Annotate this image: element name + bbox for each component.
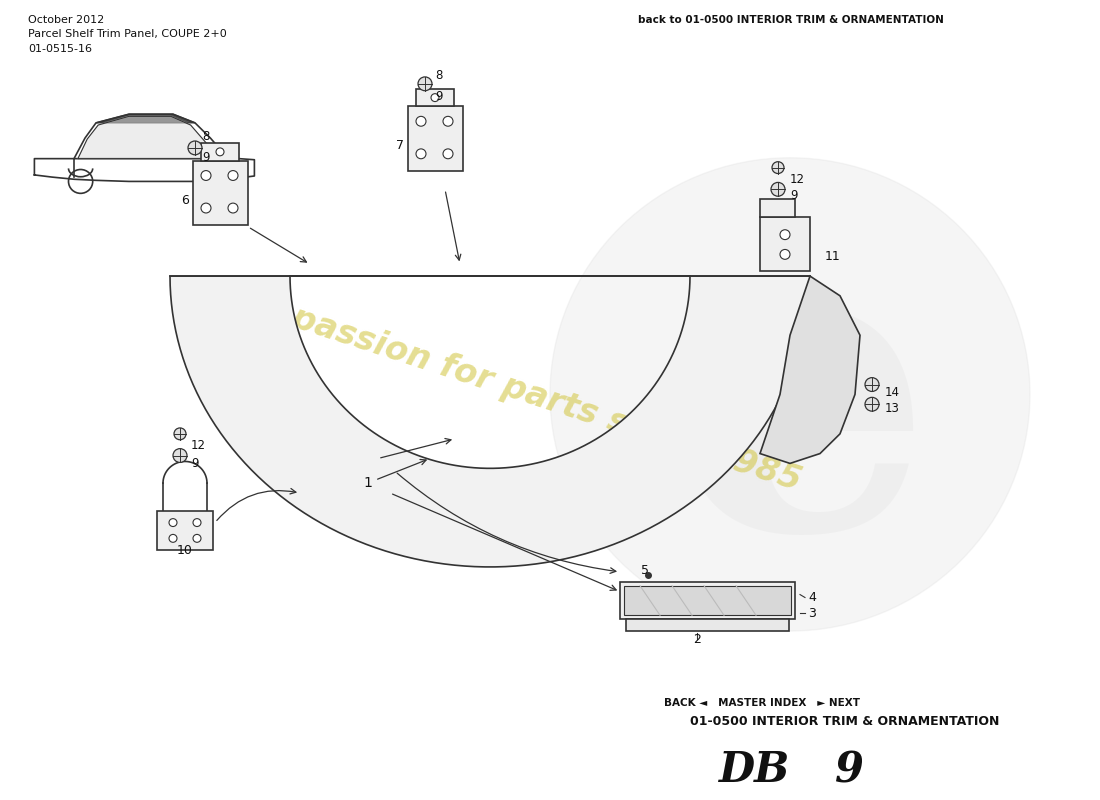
Text: 9: 9 <box>790 189 798 202</box>
Circle shape <box>416 116 426 126</box>
Text: 01-0515-16: 01-0515-16 <box>28 44 92 54</box>
Circle shape <box>772 162 784 174</box>
Circle shape <box>228 170 238 181</box>
Text: DB: DB <box>718 750 790 791</box>
FancyBboxPatch shape <box>760 217 810 271</box>
Circle shape <box>550 158 1030 631</box>
Text: 3: 3 <box>808 606 816 620</box>
Circle shape <box>188 141 202 155</box>
Text: 1: 1 <box>364 476 373 490</box>
Text: 9: 9 <box>191 457 198 470</box>
FancyBboxPatch shape <box>626 619 789 631</box>
Text: 9: 9 <box>202 151 209 164</box>
Text: 2: 2 <box>693 633 701 646</box>
Circle shape <box>169 534 177 542</box>
Text: 10: 10 <box>177 544 192 557</box>
Text: 12: 12 <box>790 173 805 186</box>
Circle shape <box>416 149 426 158</box>
Circle shape <box>780 230 790 239</box>
FancyBboxPatch shape <box>157 510 213 550</box>
Circle shape <box>192 518 201 526</box>
Text: a passion for parts since 1985: a passion for parts since 1985 <box>255 291 805 498</box>
Polygon shape <box>170 276 810 567</box>
Circle shape <box>201 203 211 213</box>
FancyBboxPatch shape <box>201 143 239 161</box>
Text: October 2012: October 2012 <box>28 14 105 25</box>
Polygon shape <box>78 116 221 158</box>
FancyBboxPatch shape <box>192 161 248 225</box>
Polygon shape <box>760 276 860 463</box>
Circle shape <box>192 534 201 542</box>
Text: 4: 4 <box>808 591 816 604</box>
Text: 14: 14 <box>886 386 900 399</box>
Text: 11: 11 <box>825 250 840 263</box>
FancyBboxPatch shape <box>416 89 454 106</box>
Circle shape <box>228 203 238 213</box>
Text: 8: 8 <box>434 70 442 82</box>
FancyBboxPatch shape <box>624 586 791 615</box>
Text: 6: 6 <box>182 194 189 206</box>
Text: 12: 12 <box>191 439 206 452</box>
Circle shape <box>173 449 187 462</box>
Text: 7: 7 <box>396 139 404 153</box>
FancyBboxPatch shape <box>760 199 795 217</box>
Polygon shape <box>96 114 195 123</box>
Text: 9: 9 <box>434 90 442 103</box>
FancyBboxPatch shape <box>408 106 463 170</box>
Circle shape <box>443 116 453 126</box>
Circle shape <box>169 518 177 526</box>
Circle shape <box>174 428 186 440</box>
Circle shape <box>865 398 879 411</box>
Text: Parcel Shelf Trim Panel, COUPE 2+0: Parcel Shelf Trim Panel, COUPE 2+0 <box>28 30 227 39</box>
Text: 8: 8 <box>202 130 209 142</box>
FancyBboxPatch shape <box>620 582 795 619</box>
Text: 5: 5 <box>641 564 649 577</box>
Circle shape <box>780 250 790 259</box>
Text: e: e <box>668 213 933 616</box>
Circle shape <box>418 77 432 90</box>
Circle shape <box>771 182 785 196</box>
Text: back to 01-0500 INTERIOR TRIM & ORNAMENTATION: back to 01-0500 INTERIOR TRIM & ORNAMENT… <box>638 14 944 25</box>
Text: 13: 13 <box>886 402 900 414</box>
Text: 01-0500 INTERIOR TRIM & ORNAMENTATION: 01-0500 INTERIOR TRIM & ORNAMENTATION <box>690 715 1000 728</box>
Circle shape <box>216 148 224 156</box>
Circle shape <box>443 149 453 158</box>
Circle shape <box>201 170 211 181</box>
Circle shape <box>431 94 439 102</box>
Text: BACK ◄   MASTER INDEX   ► NEXT: BACK ◄ MASTER INDEX ► NEXT <box>664 698 860 708</box>
Text: 9: 9 <box>835 750 864 791</box>
Circle shape <box>865 378 879 391</box>
